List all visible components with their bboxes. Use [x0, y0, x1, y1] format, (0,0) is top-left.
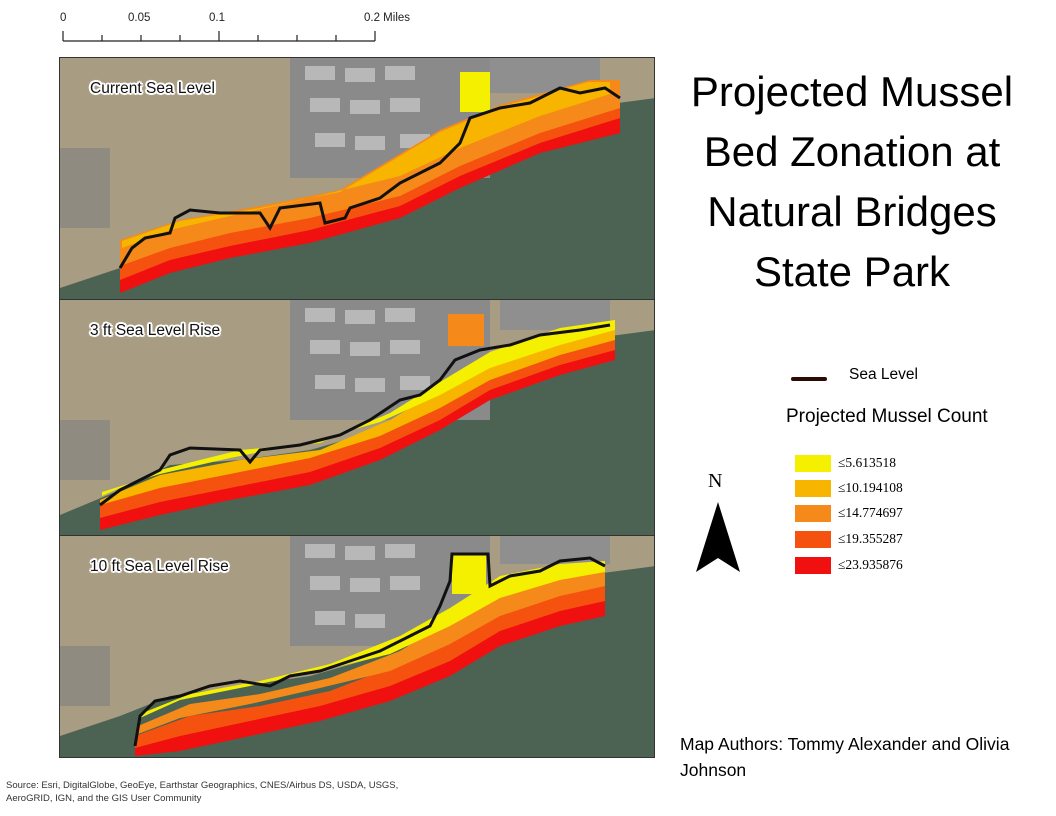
- legend-swatch: [795, 455, 831, 472]
- map-10ft-sea-level-rise: [60, 536, 654, 757]
- legend-sea-level-label: Sea Level: [849, 366, 918, 383]
- map-current-sea-level: [60, 58, 654, 299]
- scale-bar: 0 0.05 0.1 0.2 Miles: [0, 0, 440, 48]
- legend-swatch: [795, 531, 831, 548]
- legend-swatch: [795, 480, 831, 497]
- legend-swatch: [795, 505, 831, 522]
- legend-sea-level-line: [791, 377, 827, 381]
- map-panel-10ft: 10 ft Sea Level Rise: [59, 535, 655, 758]
- title-line-4: State Park: [753, 248, 951, 295]
- legend-label: ≤10.194108: [838, 480, 903, 495]
- title-line-1: Projected Mussel: [690, 68, 1014, 115]
- scale-label-0: 0: [60, 12, 67, 24]
- scale-label-01: 0.1: [209, 12, 225, 24]
- north-arrow-icon: [696, 502, 740, 572]
- title-line-3: Natural Bridges: [707, 188, 997, 235]
- scale-bar-ticks: [62, 31, 376, 42]
- legend-label: ≤23.935876: [838, 557, 903, 572]
- title-line-2: Bed Zonation at: [703, 128, 1001, 175]
- map-panel-current: Current Sea Level: [59, 57, 655, 300]
- map-title: Projected Mussel Bed Zonation at Natural…: [664, 62, 1040, 302]
- map-panel-3ft: 3 ft Sea Level Rise: [59, 299, 655, 536]
- legend-swatch: [795, 557, 831, 574]
- source-credits: Source: Esri, DigitalGlobe, GeoEye, Eart…: [6, 780, 399, 804]
- panel-label-10ft: 10 ft Sea Level Rise: [90, 558, 229, 575]
- legend-label: ≤5.613518: [838, 455, 897, 470]
- legend-title: Projected Mussel Count: [786, 406, 988, 427]
- legend-label: ≤14.774697: [838, 505, 903, 520]
- legend-label: ≤19.355287: [838, 531, 903, 546]
- scale-label-02: 0.2 Miles: [364, 12, 411, 24]
- north-label: N: [708, 470, 723, 492]
- panel-label-current: Current Sea Level: [90, 80, 215, 97]
- map-3ft-sea-level-rise: [60, 300, 654, 535]
- map-authors: Map Authors: Tommy Alexander and Olivia …: [680, 734, 1010, 780]
- scale-label-005: 0.05: [128, 12, 151, 24]
- panel-label-3ft: 3 ft Sea Level Rise: [90, 322, 221, 339]
